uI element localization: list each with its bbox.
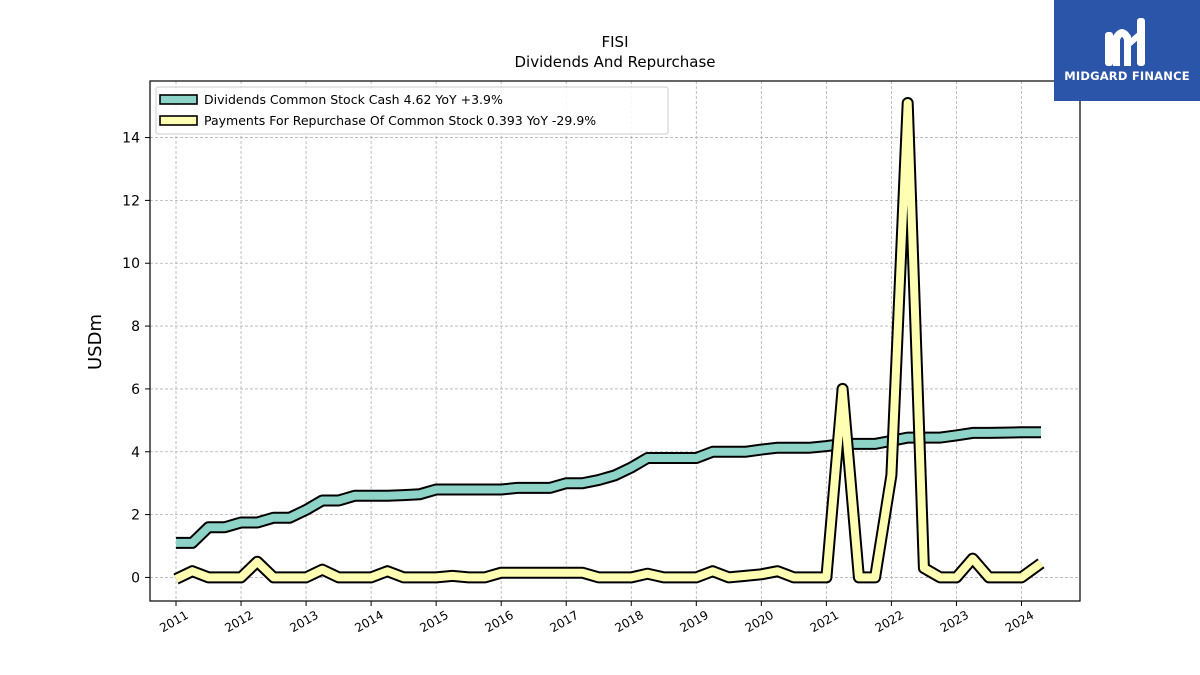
midgard-finance-logo: MIDGARD FINANCE — [1054, 0, 1200, 101]
plot-frame — [149, 80, 1081, 602]
chart-title: FISI — [602, 33, 629, 51]
chart-subtitle: Dividends And Repurchase — [514, 53, 715, 71]
x-tick-label: 2024 — [1003, 608, 1036, 635]
x-tick-label: 2014 — [352, 608, 385, 635]
y-tick-label: 14 — [122, 131, 140, 147]
y-tick-label: 12 — [122, 193, 140, 209]
x-tick-label: 2023 — [938, 608, 971, 635]
y-axis-label: USDm — [85, 314, 106, 370]
y-tick-label: 8 — [131, 319, 140, 335]
x-tick-label: 2021 — [808, 608, 841, 635]
x-tick-label: 2012 — [222, 608, 255, 635]
x-tick-label: 2015 — [417, 608, 450, 635]
legend-swatch-dividends — [159, 94, 198, 105]
series-layer — [173, 97, 1045, 585]
legend-label-repurchase: Payments For Repurchase Of Common Stock … — [204, 113, 596, 128]
series-line-repurchase-fill — [174, 99, 1044, 583]
y-tick-label: 4 — [131, 445, 140, 461]
legend: Dividends Common Stock Cash 4.62 YoY +3.… — [155, 86, 669, 135]
y-tick-label: 10 — [122, 256, 140, 272]
y-tick-label: 0 — [131, 570, 140, 586]
y-tick-label: 6 — [131, 382, 140, 398]
logo-text: MIDGARD FINANCE — [1064, 69, 1190, 83]
y-tick-label: 2 — [131, 508, 140, 524]
midgard-mi-monogram-icon — [1105, 18, 1145, 66]
x-tick-label: 2019 — [678, 608, 711, 635]
series-line-repurchase — [173, 97, 1045, 585]
x-tick-label: 2020 — [743, 608, 776, 635]
x-tick-label: 2016 — [482, 608, 515, 635]
x-tick-label: 2017 — [547, 608, 580, 635]
legend-box — [155, 86, 669, 135]
x-tick-label: 2011 — [157, 608, 190, 635]
legend-label-dividends: Dividends Common Stock Cash 4.62 YoY +3.… — [204, 92, 503, 107]
legend-swatch-repurchase — [159, 115, 198, 126]
x-tick-label: 2013 — [287, 608, 320, 635]
x-tick-label: 2018 — [613, 608, 646, 635]
x-tick-label: 2022 — [873, 608, 906, 635]
